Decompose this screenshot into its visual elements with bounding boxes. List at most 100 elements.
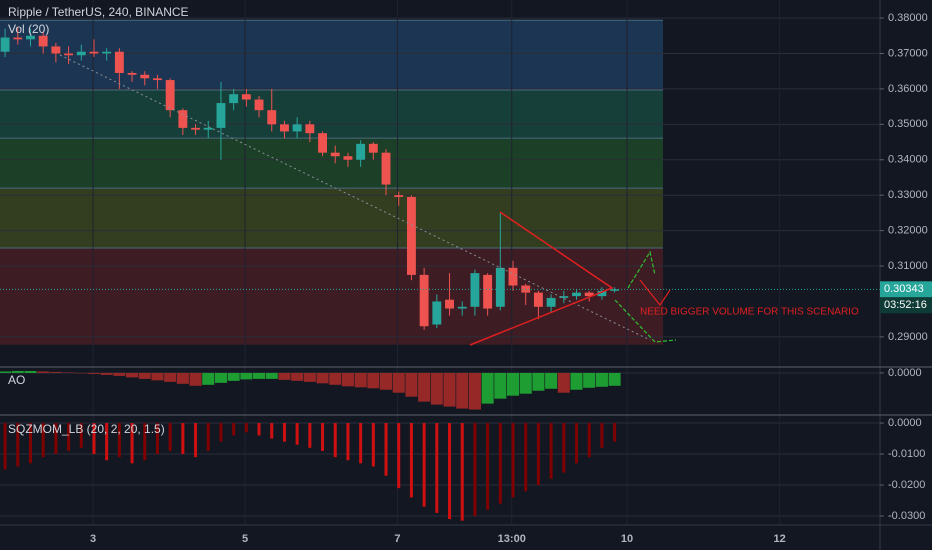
bar — [468, 372, 481, 410]
sqz-title: SQZMOM_LB (20, 2, 20, 1.5) — [8, 422, 165, 436]
annotation: NEED BIGGER VOLUME FOR THIS SCENARIO — [640, 307, 859, 318]
candle-body — [508, 267, 518, 286]
candle-body — [26, 35, 35, 40]
bar — [595, 372, 608, 387]
bar — [244, 423, 248, 433]
bar — [333, 423, 337, 458]
bar — [16, 423, 20, 467]
bar — [346, 423, 350, 461]
bar — [303, 372, 316, 382]
bar — [583, 372, 596, 388]
bar — [227, 372, 240, 381]
bar — [130, 423, 134, 464]
bar — [405, 372, 418, 397]
candle-body — [330, 152, 340, 157]
candle-body — [559, 296, 569, 298]
bar — [100, 372, 113, 375]
candle-body — [89, 51, 99, 54]
bar — [143, 423, 147, 461]
bar — [3, 423, 7, 470]
bar — [151, 372, 164, 381]
bar — [265, 372, 278, 379]
candle-body — [419, 274, 429, 327]
bar — [206, 423, 210, 451]
bar — [164, 372, 177, 382]
x-tick-label: 3 — [90, 533, 96, 545]
y-tick-label: 0.35000 — [888, 118, 928, 130]
candle-body — [305, 124, 315, 134]
bar — [329, 372, 342, 385]
bar — [126, 372, 139, 378]
arrow-up — [627, 250, 656, 289]
bar — [62, 372, 75, 373]
bar — [600, 423, 604, 448]
fib-zone — [0, 138, 663, 189]
bar — [494, 372, 507, 399]
y-tick-label: -0.0100 — [888, 448, 925, 460]
volume-label: Vol (20) — [8, 22, 49, 36]
candle-body — [356, 143, 366, 160]
bar — [41, 423, 45, 458]
countdown-box — [880, 297, 932, 314]
bar — [240, 372, 253, 380]
bar — [24, 370, 37, 373]
bar — [87, 372, 100, 374]
candle-body — [216, 103, 226, 128]
bar — [456, 372, 469, 409]
candle-body — [610, 289, 620, 291]
bar — [557, 372, 570, 393]
candle-body — [140, 74, 150, 79]
bar — [0, 371, 12, 373]
candle-body — [280, 124, 289, 132]
candle-body — [229, 94, 239, 104]
x-tick-label: 12 — [774, 533, 786, 545]
bar — [219, 423, 223, 442]
bar — [291, 372, 304, 381]
bar — [359, 423, 363, 464]
ao-title: AO — [8, 373, 25, 387]
candle-body — [114, 51, 124, 73]
bar — [282, 423, 286, 442]
bar — [536, 423, 540, 486]
bar — [506, 372, 520, 396]
candle-body — [241, 94, 251, 100]
candle-body — [584, 292, 594, 297]
countdown: 03:52:16 — [884, 299, 927, 311]
y-tick-label: 0.36000 — [888, 83, 928, 95]
y-tick-label: 0.29000 — [888, 331, 928, 343]
bar — [460, 423, 464, 521]
bar — [608, 372, 621, 386]
bar — [498, 423, 502, 504]
bar — [113, 372, 126, 376]
bar — [321, 423, 325, 451]
x-tick-label: 5 — [242, 533, 248, 545]
bar — [418, 372, 431, 402]
bar — [524, 423, 528, 492]
bar — [430, 372, 443, 405]
candle-body — [343, 156, 353, 160]
bar — [316, 372, 329, 384]
bar — [367, 372, 380, 389]
bar — [37, 371, 50, 373]
bar — [443, 372, 456, 407]
candle-body — [127, 72, 137, 75]
fib-zone — [0, 188, 663, 248]
candle-body — [483, 274, 493, 309]
bar — [28, 423, 32, 464]
y-tick-label: 0.33000 — [888, 189, 928, 201]
bar — [181, 423, 185, 455]
candle-body — [572, 292, 581, 297]
y-tick-label: 0.32000 — [888, 225, 928, 237]
bar — [308, 423, 312, 448]
candle-body — [292, 124, 302, 132]
candle-body — [267, 110, 277, 125]
bar — [570, 372, 583, 390]
trend-line — [59, 54, 651, 341]
y-tick-label: -0.0200 — [888, 479, 925, 491]
x-tick-label: 10 — [621, 533, 633, 545]
candle-body — [51, 46, 61, 54]
bar — [354, 372, 367, 388]
candle-body — [470, 273, 480, 307]
bar — [481, 372, 494, 404]
